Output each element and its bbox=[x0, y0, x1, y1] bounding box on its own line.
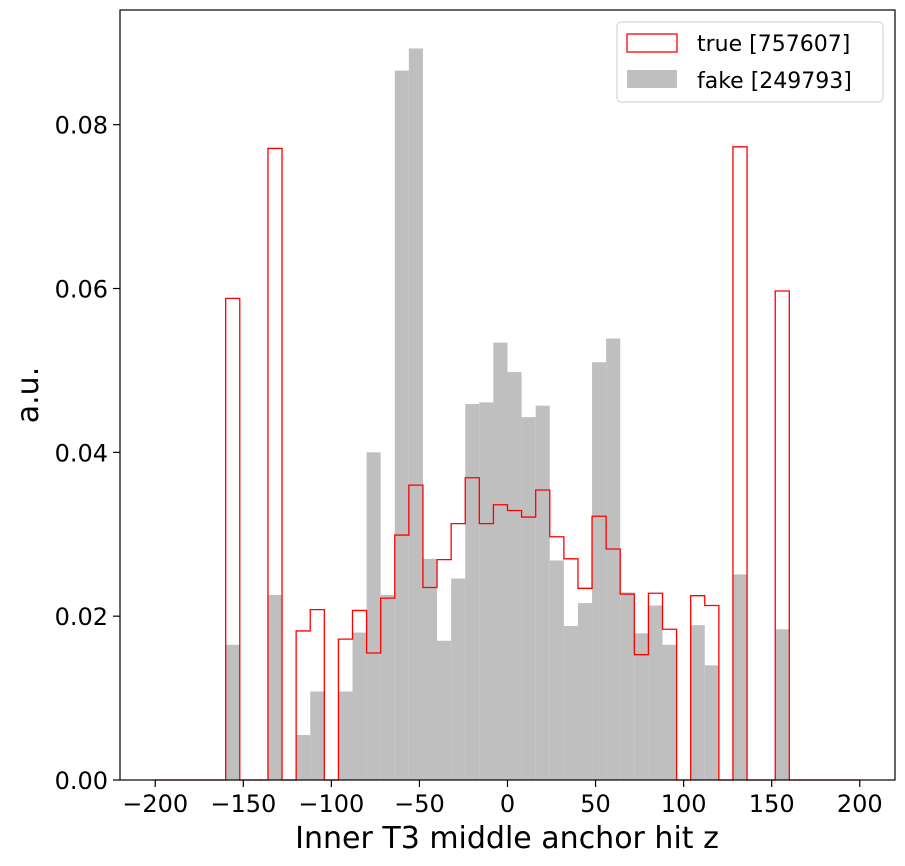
fake-bar bbox=[521, 417, 536, 780]
fake-bar bbox=[775, 629, 790, 780]
fake-bar bbox=[592, 362, 607, 780]
fake-bar bbox=[563, 626, 578, 780]
legend-box bbox=[616, 21, 884, 103]
fake-bar bbox=[620, 592, 635, 780]
x-axis-label: Inner T3 middle anchor hit z bbox=[295, 821, 719, 856]
fake-bar bbox=[549, 560, 564, 780]
x-tick-label: 100 bbox=[661, 790, 707, 818]
fake-bar bbox=[380, 594, 395, 780]
y-tick-label: 0.06 bbox=[55, 276, 108, 304]
fake-bar bbox=[408, 48, 423, 780]
fake-series-bars bbox=[225, 48, 790, 781]
fake-bar bbox=[493, 342, 508, 780]
fake-bar bbox=[422, 558, 438, 780]
fake-bar bbox=[451, 578, 466, 780]
fake-bar bbox=[606, 338, 621, 780]
y-tick-label: 0.00 bbox=[55, 767, 108, 795]
x-tick-label: 150 bbox=[749, 790, 795, 818]
x-tick-label: −100 bbox=[298, 790, 364, 818]
fake-bar bbox=[366, 452, 381, 780]
fake-bar bbox=[704, 665, 719, 780]
x-tick-label: −200 bbox=[122, 790, 188, 818]
fake-bar bbox=[296, 734, 311, 780]
fake-bar bbox=[479, 402, 494, 780]
fake-bar bbox=[352, 632, 367, 780]
y-axis-label: a.u. bbox=[11, 367, 46, 423]
x-tick-label: −150 bbox=[210, 790, 276, 818]
x-tick-label: 0 bbox=[500, 790, 515, 818]
legend-label-fake: fake [249793] bbox=[697, 69, 852, 94]
x-tick-label: 50 bbox=[580, 790, 611, 818]
legend-swatch-true bbox=[626, 33, 678, 53]
x-tick-label: 200 bbox=[837, 790, 883, 818]
fake-bar bbox=[394, 70, 409, 781]
fake-bar bbox=[465, 404, 480, 780]
fake-bar bbox=[225, 644, 240, 780]
fake-bar bbox=[634, 633, 649, 780]
legend: true [757607] fake [249793] bbox=[616, 21, 884, 103]
fake-bar bbox=[662, 644, 677, 780]
x-axis-ticks: −200 −150 −100 −50 0 50 100 150 200 bbox=[122, 780, 883, 818]
y-axis-ticks: 0.00 0.02 0.04 0.06 0.08 bbox=[55, 112, 120, 795]
fake-bar bbox=[535, 405, 550, 780]
legend-label-true: true [757607] bbox=[697, 32, 850, 57]
true-series-step-line bbox=[155, 146, 860, 781]
fake-bar bbox=[648, 605, 663, 780]
fake-bar bbox=[267, 594, 283, 780]
legend-swatch-fake bbox=[627, 70, 677, 88]
x-tick-label: −50 bbox=[394, 790, 445, 818]
fake-bar bbox=[577, 603, 593, 780]
fake-bar bbox=[690, 625, 705, 780]
fake-bar bbox=[437, 640, 452, 780]
fake-bar bbox=[310, 691, 325, 780]
fake-bar bbox=[338, 691, 353, 780]
y-tick-label: 0.08 bbox=[55, 112, 108, 140]
fake-bar bbox=[507, 372, 522, 780]
y-tick-label: 0.02 bbox=[55, 603, 108, 631]
y-tick-label: 0.04 bbox=[55, 439, 108, 467]
fake-bar bbox=[732, 574, 748, 780]
